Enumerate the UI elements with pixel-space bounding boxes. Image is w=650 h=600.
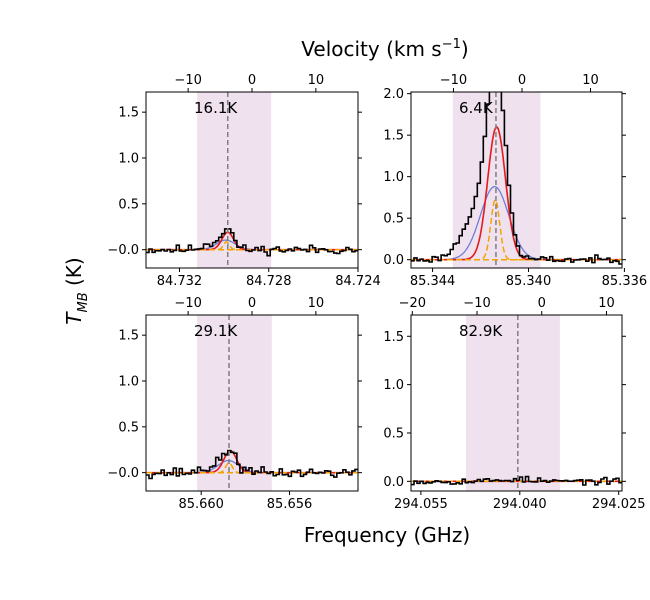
panel-frame xyxy=(410,314,623,492)
velocity-tick-label: −10 xyxy=(440,73,467,88)
panel-plot-area xyxy=(146,92,358,268)
velocity-tick-label: 0 xyxy=(248,73,256,88)
velocity-tick-label: −10 xyxy=(174,296,201,311)
y-tick-label: 0.5 xyxy=(118,420,139,435)
observed-spectrum-line xyxy=(146,228,358,257)
panel-2: 0.0 0.5 1.0 1.5 2.0 85.344 85.340 85.336 −10 0 10 6… xyxy=(383,73,648,289)
y-tick-label: 1.0 xyxy=(383,378,404,393)
frequency-tick-label: 85.340 xyxy=(506,274,552,289)
panel-frame xyxy=(410,91,623,269)
frequency-tick-label: 85.656 xyxy=(267,497,313,512)
frequency-tick-label: 294.040 xyxy=(493,497,547,512)
observed-spectrum-line xyxy=(411,475,622,486)
frequency-tick-label: 84.732 xyxy=(157,274,203,289)
y-tick-label: 1.0 xyxy=(118,152,139,167)
panel-3: −0.0 0.5 1.0 1.5 85.660 85.656 −10 0 10 29.1K xyxy=(107,296,362,512)
velocity-tick-label: 0 xyxy=(248,296,256,311)
y-tick-label: 1.0 xyxy=(118,375,139,390)
velocity-tick-label: 10 xyxy=(308,73,325,88)
frequency-tick-label: 85.344 xyxy=(410,274,456,289)
frequency-tick-label: 84.728 xyxy=(246,274,292,289)
panel-plot-area xyxy=(411,92,622,268)
panel-temperature-label: 29.1K xyxy=(194,322,238,340)
panel-plot-area xyxy=(146,315,358,491)
panel-temperature-label: 6.4K xyxy=(459,99,494,117)
left-axis-title: TMB (K) xyxy=(62,257,91,324)
frequency-tick-label: 294.025 xyxy=(592,497,646,512)
panel-4: 0.0 0.5 1.0 1.5 294.055 294.040 294.025 −20 −10 0… xyxy=(383,296,645,512)
y-tick-label: 1.0 xyxy=(383,170,404,185)
frequency-tick-label: 84.724 xyxy=(335,274,381,289)
frequency-tick-label: 85.336 xyxy=(602,274,648,289)
observed-spectrum-line xyxy=(146,449,358,480)
top-axis-title-exponent: −1 xyxy=(442,37,461,52)
velocity-tick-label: 10 xyxy=(582,73,599,88)
y-tick-label: 0.5 xyxy=(118,197,139,212)
panel-plot-area xyxy=(411,315,622,491)
y-tick-label: 1.5 xyxy=(118,329,139,344)
y-tick-label: 1.5 xyxy=(383,330,404,345)
panel-1: −0.0 0.5 1.0 1.5 84.732 84.728 84.724 −10 0 10 16.… xyxy=(107,73,380,289)
y-tick-label: −0.0 xyxy=(107,466,139,481)
frequency-tick-label: 85.660 xyxy=(178,497,224,512)
y-tick-label: 0.0 xyxy=(383,475,404,490)
velocity-tick-label: −10 xyxy=(463,296,490,311)
velocity-tick-label: 10 xyxy=(598,296,615,311)
velocity-tick-label: −20 xyxy=(399,296,426,311)
velocity-window-shade xyxy=(197,315,272,491)
velocity-tick-label: 0 xyxy=(518,73,526,88)
panel-temperature-label: 16.1K xyxy=(194,99,238,117)
velocity-tick-label: −10 xyxy=(174,73,201,88)
panels-group: −0.0 0.5 1.0 1.5 84.732 84.728 84.724 −10 0 10 16.… xyxy=(107,73,648,512)
frequency-tick-label: 294.055 xyxy=(394,497,448,512)
y-tick-label: 0.5 xyxy=(383,212,404,227)
top-axis-title: Velocity (km s−1) xyxy=(301,37,468,61)
y-tick-label: 0.0 xyxy=(383,253,404,268)
velocity-tick-label: 0 xyxy=(538,296,546,311)
y-tick-label: 0.5 xyxy=(383,426,404,441)
velocity-window-shade xyxy=(466,315,560,491)
y-tick-label: −0.0 xyxy=(107,243,139,258)
velocity-tick-label: 10 xyxy=(308,296,325,311)
y-tick-label: 2.0 xyxy=(383,87,404,102)
y-tick-label: 1.5 xyxy=(118,106,139,121)
panel-temperature-label: 82.9K xyxy=(459,322,503,340)
y-tick-label: 1.5 xyxy=(383,129,404,144)
bottom-axis-title: Frequency (GHz) xyxy=(304,523,470,547)
observed-spectrum-line xyxy=(411,92,622,265)
